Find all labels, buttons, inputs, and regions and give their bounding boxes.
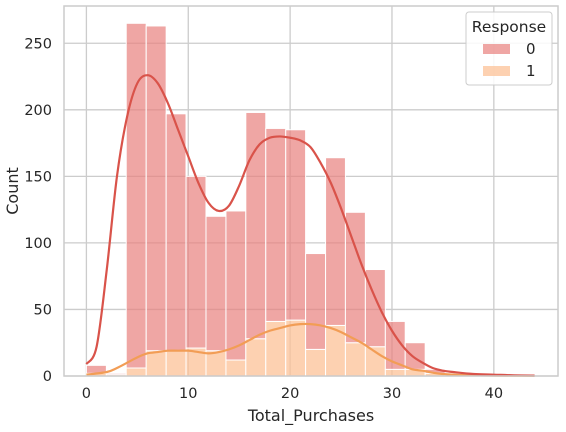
bar-response-0: [344, 211, 366, 344]
y-tick-label: 0: [43, 369, 52, 385]
legend-label-1: 1: [526, 62, 536, 80]
legend-swatch-1: [483, 66, 510, 76]
bar-response-1: [245, 338, 267, 377]
bar-response-1: [384, 368, 406, 377]
bar-response-1: [145, 350, 167, 377]
legend-swatch-0: [483, 44, 510, 54]
y-tick-label: 50: [34, 302, 52, 318]
x-tick-labels: 0 10 20 30 40: [82, 386, 503, 402]
bar-response-0: [125, 22, 147, 369]
x-axis-label: Total_Purchases: [247, 406, 374, 426]
bar-response-1: [205, 350, 227, 377]
y-tick-label: 250: [24, 36, 52, 52]
kde-curves: [85, 74, 535, 377]
bar-response-0: [205, 215, 227, 352]
bar-response-0: [165, 113, 187, 352]
bar-response-1: [125, 367, 147, 377]
legend-title: Response: [472, 18, 546, 36]
y-tick-label: 100: [24, 236, 52, 252]
bar-response-0: [105, 372, 127, 376]
x-tick-label: 0: [82, 386, 91, 402]
kde-line-response-0: [85, 74, 535, 377]
plot-border: [63, 5, 559, 377]
bar-response-0: [185, 175, 207, 349]
legend-label-0: 0: [526, 40, 536, 58]
bar-response-1: [285, 319, 307, 377]
bar-response-0: [404, 342, 426, 370]
bar-response-0: [305, 253, 327, 350]
axes-spines: [63, 5, 559, 377]
x-tick-label: 20: [281, 386, 299, 402]
y-tick-label: 200: [24, 103, 52, 119]
bar-response-0: [265, 127, 287, 322]
y-axis-label: Count: [3, 167, 22, 215]
bar-response-0: [245, 111, 267, 340]
legend: Response 0 1: [465, 11, 553, 86]
y-tick-labels: 0 50 100 150 200 250: [24, 36, 52, 385]
bar-response-0: [225, 210, 247, 361]
bar-response-1: [344, 342, 366, 377]
bar-response-0: [285, 129, 307, 321]
x-tick-label: 40: [485, 386, 503, 402]
bar-response-1: [225, 359, 247, 377]
bar-response-1: [165, 350, 187, 377]
kde-line-response-1: [86, 322, 535, 377]
y-tick-label: 150: [24, 169, 52, 185]
bar-response-1: [305, 348, 327, 377]
x-tick-label: 10: [179, 386, 197, 402]
bars: [85, 22, 526, 377]
x-tick-label: 30: [383, 386, 401, 402]
bar-response-0: [325, 157, 346, 326]
